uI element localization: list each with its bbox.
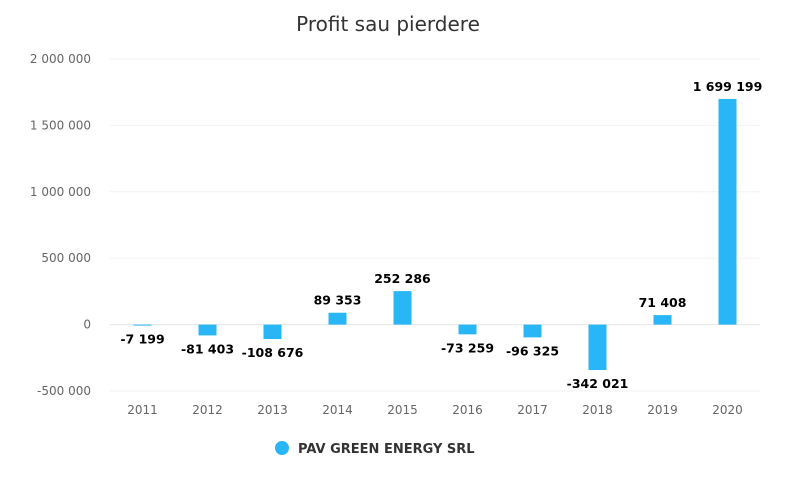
data-label: -96 325 — [506, 343, 559, 358]
chart-title: Profit sau pierdere — [296, 12, 480, 36]
y-tick-label: 2 000 000 — [30, 52, 91, 66]
data-label: 89 353 — [314, 293, 362, 308]
legend-label[interactable]: PAV GREEN ENERGY SRL — [298, 442, 475, 457]
x-tick-label: 2017 — [517, 403, 548, 417]
data-label: 71 408 — [639, 295, 687, 310]
bar[interactable] — [718, 98, 737, 325]
y-tick-label: -500 000 — [37, 384, 91, 398]
grid-lines — [110, 58, 760, 392]
data-label: -342 021 — [567, 376, 629, 391]
bar[interactable] — [458, 324, 477, 335]
legend[interactable]: PAV GREEN ENERGY SRL — [275, 441, 475, 457]
x-tick-label: 2011 — [127, 403, 158, 417]
x-tick-label: 2019 — [647, 403, 678, 417]
bar[interactable] — [653, 315, 672, 325]
legend-marker — [275, 441, 289, 455]
bar[interactable] — [198, 324, 217, 336]
data-label: -7 199 — [120, 332, 164, 347]
y-tick-label: 1 000 000 — [30, 185, 91, 199]
x-tick-label: 2016 — [452, 403, 483, 417]
y-axis-ticks: 2 000 000 1 500 000 1 000 000 500 000 0 -500 … — [30, 52, 91, 398]
x-tick-label: 2015 — [387, 403, 418, 417]
y-tick-label: 0 — [83, 318, 91, 332]
x-tick-label: 2020 — [712, 403, 743, 417]
bar[interactable] — [588, 324, 607, 371]
data-labels: -7 199 -81 403 -108 676 89 353 252 286 -73 25… — [120, 79, 763, 393]
data-label: 252 286 — [374, 271, 431, 286]
y-tick-label: 1 500 000 — [30, 118, 91, 132]
x-tick-label: 2014 — [322, 403, 353, 417]
x-tick-label: 2018 — [582, 403, 613, 417]
bar[interactable] — [523, 324, 542, 338]
bar[interactable] — [133, 324, 152, 326]
x-tick-label: 2012 — [192, 403, 223, 417]
x-axis-ticks: 2011 2012 2013 2014 2015 2016 2017 2018 2019 2020 — [127, 403, 743, 417]
data-label: -81 403 — [181, 341, 234, 356]
bar-series — [133, 98, 737, 371]
y-tick-label: 500 000 — [41, 251, 91, 265]
x-tick-label: 2013 — [257, 403, 288, 417]
data-label: 1 699 199 — [693, 79, 763, 94]
data-label: -73 259 — [441, 340, 494, 355]
data-label: -108 676 — [242, 345, 304, 360]
bar[interactable] — [393, 291, 412, 325]
bar[interactable] — [328, 312, 347, 325]
bar[interactable] — [263, 324, 282, 340]
